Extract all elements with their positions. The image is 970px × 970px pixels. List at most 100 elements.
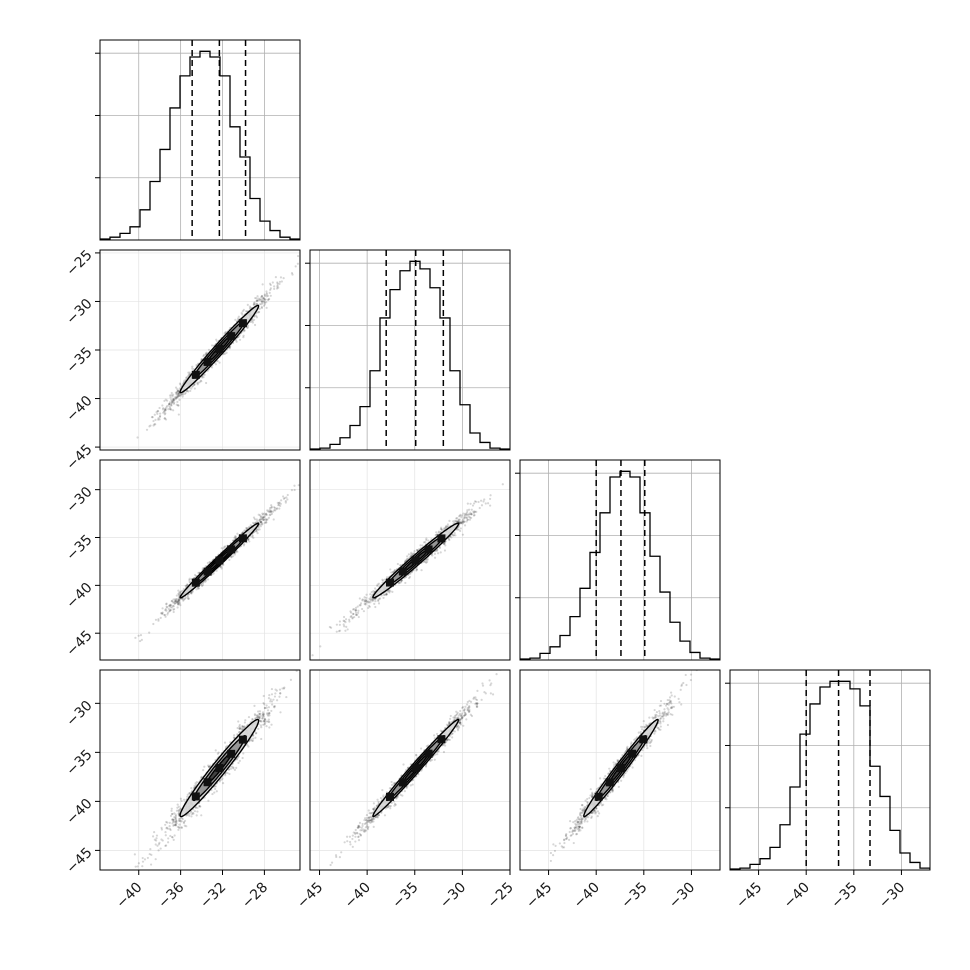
scatter-point: [267, 516, 270, 519]
scatter-point: [230, 555, 233, 558]
scatter-point: [264, 720, 267, 723]
scatter-point: [265, 295, 268, 298]
scatter-point: [249, 739, 252, 742]
scatter-point: [453, 531, 456, 535]
scatter-point: [174, 824, 177, 827]
scatter-point: [216, 359, 219, 363]
scatter-point: [186, 813, 189, 816]
scatter-point: [286, 498, 289, 501]
scatter-point: [175, 598, 178, 601]
scatter-point: [176, 600, 179, 603]
scatter-point: [281, 687, 284, 690]
scatter-point: [239, 726, 242, 729]
scatter-point: [346, 628, 349, 631]
density-core-cell: [424, 545, 433, 554]
scatter-point: [172, 605, 175, 608]
scatter-point: [260, 302, 263, 306]
scatter-point: [426, 558, 429, 561]
scatter-point: [177, 602, 180, 606]
scatter-point: [163, 408, 167, 412]
scatter-point: [249, 306, 252, 309]
scatter-point: [165, 844, 168, 847]
scatter-point: [269, 510, 273, 513]
scatter-point: [213, 791, 216, 794]
scatter-point: [266, 298, 270, 302]
scatter-point: [459, 520, 462, 523]
scatter-point: [245, 527, 248, 530]
scatter-point: [178, 819, 181, 822]
scatter-point: [268, 508, 271, 511]
scatter-point: [167, 408, 170, 411]
scatter-point: [263, 301, 267, 304]
scatter-point: [393, 569, 397, 572]
scatter-point: [454, 534, 457, 537]
scatter-point: [257, 299, 260, 302]
scatter-point: [188, 577, 191, 580]
scatter-point: [198, 804, 201, 808]
scatter-point: [174, 395, 177, 399]
scatter-point: [452, 520, 455, 523]
scatter-point: [280, 280, 283, 283]
scatter-point: [369, 599, 373, 602]
scatter-point: [258, 716, 261, 719]
scatter-point: [169, 814, 173, 817]
scatter-point: [159, 847, 162, 850]
scatter-point: [349, 615, 352, 619]
scatter-point: [152, 419, 155, 423]
scatter-point: [170, 809, 173, 812]
scatter-point: [208, 765, 211, 768]
scatter-point: [212, 572, 215, 575]
scatter-point: [468, 508, 471, 511]
scatter-point: [167, 607, 170, 611]
scatter-point: [444, 526, 447, 529]
scatter-point: [460, 516, 463, 519]
scatter-point: [260, 520, 263, 524]
scatter-point: [253, 518, 257, 521]
scatter-point: [260, 517, 263, 520]
scatter-point: [158, 415, 162, 419]
scatter-point: [195, 363, 198, 367]
histogram-panel-2: [305, 249, 511, 451]
scatter-point: [164, 844, 167, 847]
scatter-point: [196, 382, 199, 385]
scatter-point: [459, 522, 463, 525]
scatter-point: [443, 549, 447, 552]
scatter-point: [137, 634, 140, 637]
scatter-point: [269, 513, 272, 516]
scatter-point: [159, 616, 162, 619]
scatter-point: [357, 609, 360, 612]
scatter-point: [466, 518, 469, 522]
scatter-point: [158, 418, 161, 421]
scatter-point: [383, 593, 386, 597]
scatter-point: [445, 525, 448, 528]
scatter-point: [273, 285, 276, 288]
scatter-point: [238, 725, 241, 728]
scatter-point: [357, 611, 360, 614]
scatter-point: [377, 582, 380, 585]
scatter-point: [215, 569, 218, 572]
scatter-point: [267, 706, 270, 709]
scatter-point: [257, 710, 260, 713]
scatter-point: [463, 520, 466, 523]
scatter-point: [263, 303, 266, 306]
scatter-point: [464, 514, 467, 517]
scatter-point: [444, 544, 447, 547]
scatter-point: [397, 582, 400, 585]
scatter-point: [252, 303, 255, 306]
scatter-point: [241, 313, 244, 316]
scatter-point: [251, 321, 254, 324]
scatter-point: [177, 598, 180, 602]
scatter-point: [372, 598, 375, 601]
scatter-point: [182, 587, 185, 591]
scatter-point: [439, 528, 442, 531]
scatter-point: [265, 290, 268, 293]
scatter-point: [473, 510, 476, 513]
scatter-point: [193, 387, 196, 390]
scatter-point: [148, 852, 151, 856]
scatter-point: [256, 299, 259, 302]
scatter-point: [163, 614, 167, 617]
scatter-point: [376, 583, 379, 586]
scatter-point: [311, 654, 314, 657]
scatter-point: [259, 298, 262, 301]
